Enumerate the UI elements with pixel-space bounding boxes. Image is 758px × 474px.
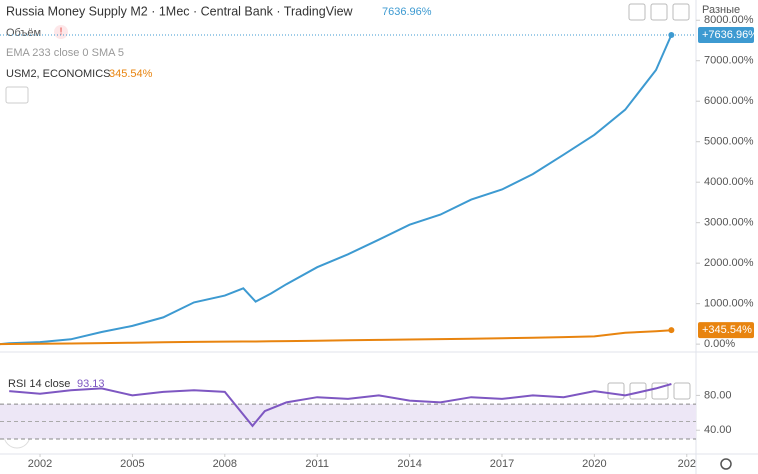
x-tick-label: 2020 <box>582 458 606 470</box>
y-tick-label: 7000.00% <box>704 55 754 67</box>
legend-value: 345.54% <box>109 68 153 80</box>
x-tick-label: 2011 <box>305 458 329 470</box>
line-series <box>9 383 672 428</box>
x-tick-label: 2008 <box>213 458 237 470</box>
x-tick-label: 2005 <box>120 458 144 470</box>
y-tick-label: 8000.00% <box>704 14 754 26</box>
pane-buttons <box>607 3 691 400</box>
button[interactable] <box>673 382 691 400</box>
x-tick-label: 2017 <box>490 458 514 470</box>
button[interactable] <box>650 3 668 21</box>
x-tick-label: 2014 <box>397 458 421 470</box>
y-tick-label: 1000.00% <box>704 298 754 310</box>
button[interactable] <box>628 3 646 21</box>
warning-icon: ! <box>60 27 63 38</box>
price-tag <box>698 26 754 43</box>
pane-title: RSI 14 close <box>8 378 70 390</box>
y-tick-label: 4000.00% <box>704 176 754 188</box>
y-tick-label: 3000.00% <box>704 217 754 229</box>
price-tag-label: +345.54% <box>702 324 752 336</box>
chart-title: Russia Money Supply M2 · 1Мес · Central … <box>6 4 354 18</box>
last-point <box>668 327 675 334</box>
price-tag <box>698 322 754 339</box>
indicator: Объём <box>6 27 41 39</box>
price-tag-label: +7636.96% <box>702 29 758 41</box>
indicator: EMA 233 close 0 SMA 5 <box>6 47 124 59</box>
header-value: 93.13 <box>77 378 105 390</box>
y-tick-label: 2000.00% <box>704 257 754 269</box>
button[interactable] <box>672 3 690 21</box>
button[interactable] <box>607 382 625 400</box>
x-tick-label: 2002 <box>28 458 52 470</box>
header-value: 7636.96% <box>382 6 432 18</box>
scale-mode[interactable]: Разные <box>702 4 740 16</box>
line-series <box>0 34 673 346</box>
legend-label: USM2, ECONOMICS <box>6 68 111 80</box>
y-tick-label: 40.00 <box>704 424 732 436</box>
x-tick-label: 202 <box>678 458 696 470</box>
collapse-button[interactable] <box>5 86 29 104</box>
y-tick-label: 5000.00% <box>704 136 754 148</box>
warning-icon[interactable] <box>54 25 68 39</box>
line-series <box>0 329 672 346</box>
y-tick-label: 0.00% <box>704 338 735 350</box>
last-point <box>668 31 675 38</box>
settings-icon[interactable] <box>720 458 732 470</box>
y-tick-label: 6000.00% <box>704 95 754 107</box>
y-tick-label: 80.00 <box>704 389 732 401</box>
